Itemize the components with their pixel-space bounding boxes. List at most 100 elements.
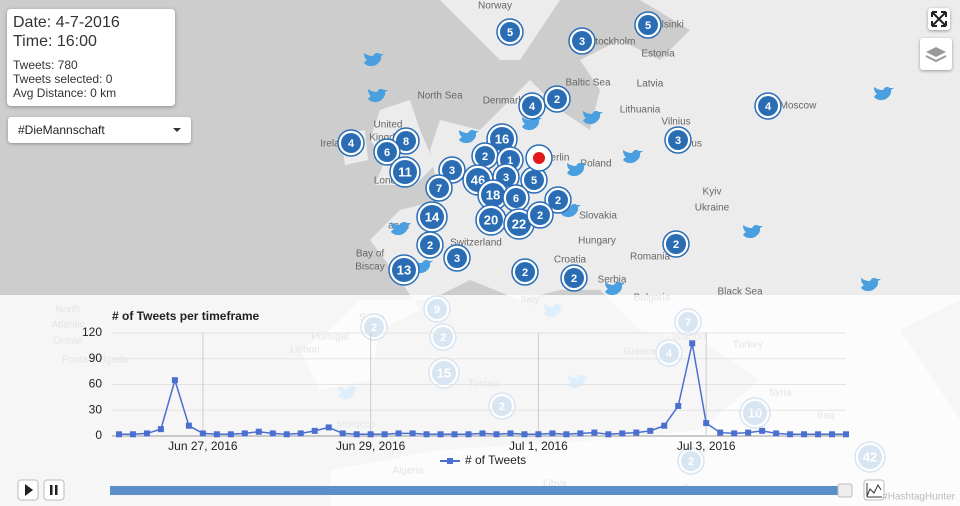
cluster: [547, 89, 567, 109]
map-label: North Sea: [417, 91, 462, 102]
data-point: [703, 420, 710, 427]
cluster: [758, 96, 778, 116]
tweet-icon: [368, 88, 388, 103]
data-point: [143, 430, 150, 437]
map-label: Kingd: [369, 133, 395, 144]
chart-icon: [866, 483, 882, 498]
data-point: [801, 431, 808, 438]
data-point: [829, 431, 836, 438]
cluster: [396, 131, 416, 151]
data-point: [423, 431, 430, 438]
cluster: [506, 188, 526, 208]
cluster: [522, 96, 542, 116]
selected-location: [533, 152, 545, 164]
cluster-count: 2: [482, 151, 488, 163]
map-label: Bay of: [356, 249, 385, 260]
data-point: [227, 431, 234, 438]
watermark: #HashtagHunter: [882, 492, 955, 503]
info-panel: Date: 4-7-2016 Time: 16:00 Tweets: 780 T…: [7, 9, 175, 106]
map-label: Denmark: [483, 96, 525, 107]
data-point: [465, 431, 472, 438]
data-point: [605, 431, 612, 438]
time-slider[interactable]: [110, 486, 840, 495]
map-label: Serbia: [598, 275, 627, 286]
map-label: Kyiv: [703, 187, 722, 198]
tweet-icon: [583, 110, 603, 125]
map-label: Biscay: [355, 262, 384, 273]
data-point: [171, 377, 178, 384]
data-point: [185, 422, 192, 429]
cluster-count: 22: [512, 216, 526, 231]
data-point: [269, 430, 276, 437]
cluster-count: 6: [513, 193, 519, 205]
tweet-icon: [605, 281, 625, 296]
data-point: [157, 426, 164, 433]
layers-button[interactable]: [920, 38, 952, 70]
data-point: [437, 431, 444, 438]
data-point: [381, 431, 388, 438]
map-label: Latvia: [637, 79, 664, 90]
map-label: Hungary: [578, 236, 616, 247]
map-label: elsinki: [656, 20, 684, 31]
cluster-count: 3: [579, 36, 585, 48]
cluster: [377, 142, 397, 162]
data-point: [395, 430, 402, 437]
tweet-icon: [459, 129, 479, 144]
data-point: [745, 429, 752, 436]
cluster-count: 2: [522, 267, 528, 279]
data-point: [213, 431, 220, 438]
cluster: [572, 31, 592, 51]
y-tick-label: 120: [82, 325, 102, 339]
cluster-count: 2: [427, 240, 433, 252]
cluster-count: 46: [471, 172, 485, 187]
x-tick-label: Jun 27, 2016: [168, 439, 238, 453]
map-label: Estonia: [641, 49, 675, 60]
tweet-icon: [567, 162, 587, 177]
cluster: [429, 178, 449, 198]
data-point: [591, 429, 598, 436]
data-point: [493, 431, 500, 438]
fullscreen-button[interactable]: [928, 8, 950, 30]
data-point: [787, 431, 794, 438]
legend-swatch: [447, 458, 453, 464]
cluster-count: 8: [403, 136, 409, 148]
x-tick-label: Jun 29, 2016: [336, 439, 406, 453]
tweet-icon: [874, 86, 894, 101]
chart-toggle[interactable]: [863, 479, 885, 501]
map-label: Black Sea: [717, 287, 762, 298]
cluster-count: 1: [507, 155, 513, 167]
cluster-count: 14: [425, 209, 440, 224]
chart-title: # of Tweets per timeframe: [112, 309, 259, 323]
data-point: [563, 431, 570, 438]
data-point: [115, 431, 122, 438]
cluster-count: 3: [503, 172, 509, 184]
hashtag-dropdown[interactable]: #DieMannschaft: [8, 117, 191, 143]
data-point: [815, 431, 822, 438]
y-tick-label: 30: [89, 402, 103, 416]
cluster: [638, 15, 658, 35]
data-point: [311, 427, 318, 434]
cluster: [479, 208, 503, 232]
y-tick-label: 0: [95, 428, 102, 442]
data-point: [409, 430, 416, 437]
cluster: [393, 160, 417, 184]
cluster: [524, 170, 544, 190]
x-tick-label: Jul 1, 2016: [509, 439, 568, 453]
data-point: [633, 429, 640, 436]
cluster-count: 4: [348, 138, 355, 150]
data-point: [367, 431, 374, 438]
layers-icon: [925, 47, 947, 63]
map-label: Norway: [478, 1, 512, 12]
pause-button[interactable]: [43, 479, 65, 501]
data-point: [843, 431, 849, 438]
data-point: [241, 430, 248, 437]
data-point: [129, 431, 136, 438]
cluster: [481, 183, 505, 207]
time: Time: 16:00: [13, 33, 97, 50]
tweet-icon: [743, 224, 763, 239]
slider-handle[interactable]: [837, 483, 853, 498]
map-label: Stockholm: [589, 37, 636, 48]
legend-label: # of Tweets: [465, 453, 526, 467]
cluster-count: 2: [673, 239, 679, 251]
